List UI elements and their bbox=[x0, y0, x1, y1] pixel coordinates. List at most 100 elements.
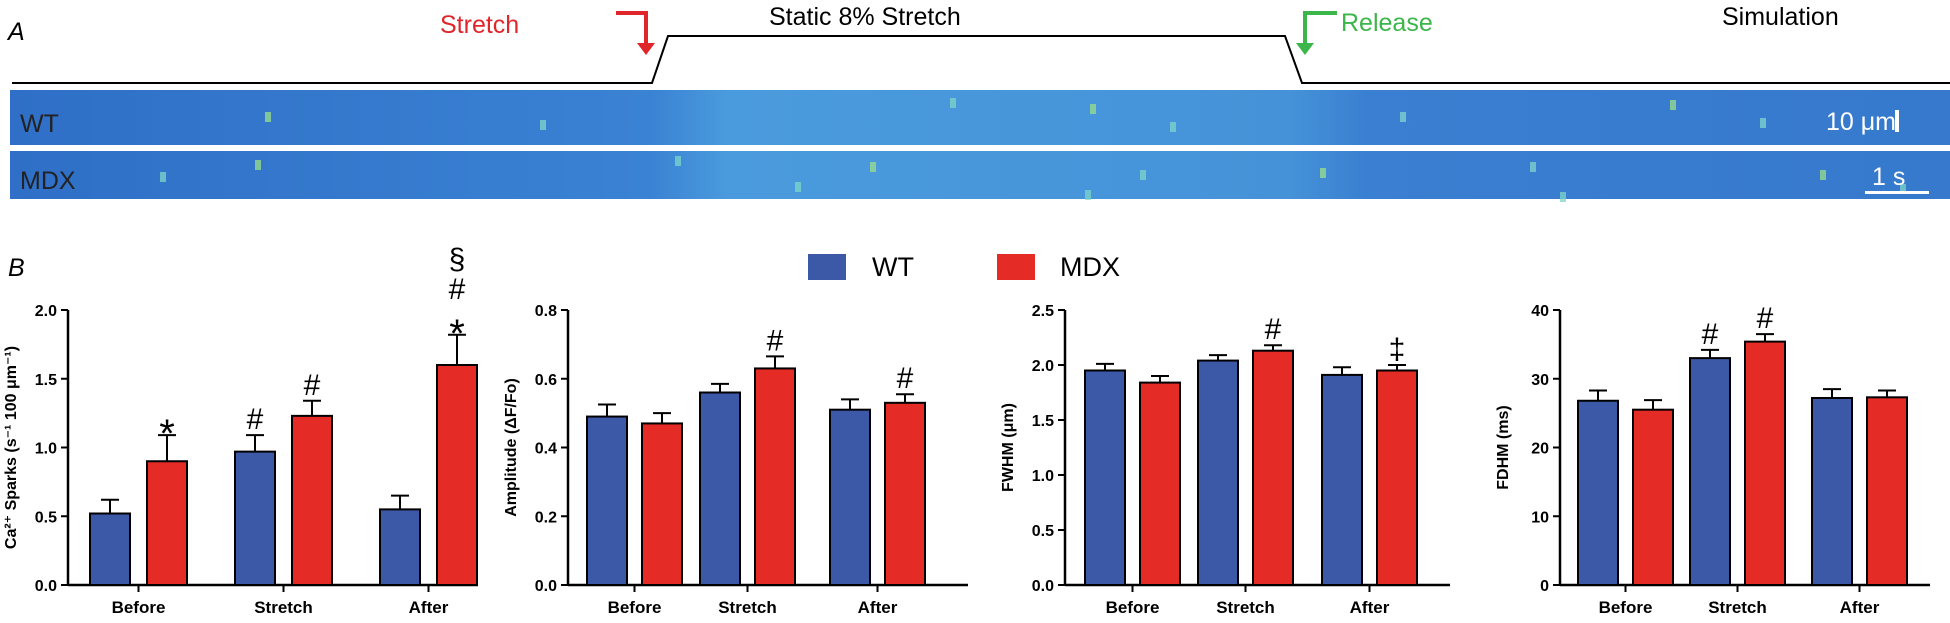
chart-2: 0.0 0.2 0.4 0.6 0.8 Amplitude (ΔF/Fo) Before St… bbox=[503, 303, 968, 617]
bar-wt-stretch bbox=[1689, 357, 1731, 586]
y-axis-label: FDHM (ms) bbox=[1495, 405, 1512, 489]
chart-1: 0.0 0.5 1.0 1.5 2.0 Ca²⁺ Sparks (s⁻¹ 100 μm⁻¹… bbox=[3, 243, 478, 617]
release-arrowhead-icon bbox=[1296, 43, 1314, 55]
category-label: After bbox=[409, 598, 449, 617]
panel-a-letter: A bbox=[6, 18, 25, 46]
spark-mark bbox=[1400, 112, 1406, 122]
spark-mark bbox=[160, 172, 166, 182]
bar-mdx-stretch bbox=[1744, 340, 1786, 586]
significance-mark: * bbox=[449, 312, 465, 356]
spark-mark bbox=[1320, 168, 1326, 178]
significance-mark: # bbox=[767, 324, 784, 357]
y-tick-label: 0.0 bbox=[35, 578, 57, 595]
bar-wt-after bbox=[1321, 373, 1363, 586]
spark-mark bbox=[1085, 190, 1091, 200]
category-label: Before bbox=[608, 598, 662, 617]
spark-mark bbox=[1530, 162, 1536, 172]
category-label: After bbox=[1840, 598, 1880, 617]
bar-mdx-after bbox=[1376, 369, 1418, 586]
significance-mark: # bbox=[897, 362, 914, 395]
spark-mark bbox=[1820, 170, 1826, 180]
y-axis-label: FWHM (μm) bbox=[1000, 403, 1017, 492]
spark-mark bbox=[1760, 118, 1766, 128]
legend-wt-swatch bbox=[808, 254, 846, 280]
spark-mark bbox=[255, 160, 261, 170]
y-tick-label: 0.6 bbox=[535, 372, 557, 389]
bar-mdx-before bbox=[1139, 381, 1181, 586]
release-arrow-icon bbox=[1303, 11, 1337, 45]
significance-mark: * bbox=[159, 412, 175, 456]
y-tick-label: 10 bbox=[1531, 509, 1549, 526]
bar-wt-after bbox=[1811, 397, 1853, 586]
category-label: Before bbox=[1599, 598, 1653, 617]
category-label: Before bbox=[112, 598, 166, 617]
scale-bar-um-label: 10 μm bbox=[1826, 108, 1896, 136]
y-tick-label: 1.0 bbox=[1032, 468, 1054, 485]
trace-mdx-label: MDX bbox=[20, 167, 76, 195]
bar-wt-before bbox=[89, 512, 131, 586]
spark-mark bbox=[1140, 170, 1146, 180]
trace-wt-label: WT bbox=[20, 110, 59, 138]
y-tick-label: 0.2 bbox=[535, 509, 557, 526]
category-label: Stretch bbox=[718, 598, 777, 617]
spark-mark bbox=[540, 120, 546, 130]
significance-mark: # bbox=[449, 273, 466, 306]
spark-mark bbox=[795, 182, 801, 192]
linescan-sparks bbox=[160, 98, 1906, 202]
bar-wt-after bbox=[829, 408, 871, 586]
category-label: After bbox=[858, 598, 898, 617]
significance-mark: # bbox=[1702, 318, 1719, 351]
y-tick-label: 40 bbox=[1531, 303, 1549, 320]
legend-mdx-label: MDX bbox=[1060, 252, 1120, 282]
simulation-label: Simulation bbox=[1722, 3, 1839, 31]
y-tick-label: 0.5 bbox=[1032, 523, 1054, 540]
bar-wt-after bbox=[379, 508, 421, 586]
y-tick-label: 0 bbox=[1540, 578, 1549, 595]
y-tick-label: 0.0 bbox=[1032, 578, 1054, 595]
bar-mdx-stretch bbox=[291, 414, 333, 586]
mdx-linescan-image bbox=[10, 151, 1950, 199]
bar-mdx-after bbox=[436, 364, 478, 586]
y-tick-label: 0.8 bbox=[535, 303, 557, 320]
bar-wt-stretch bbox=[1197, 359, 1239, 586]
category-label: After bbox=[1350, 598, 1390, 617]
y-tick-label: 2.5 bbox=[1032, 303, 1054, 320]
bar-wt-before bbox=[1084, 369, 1126, 586]
spark-mark bbox=[1900, 184, 1906, 194]
spark-mark bbox=[870, 162, 876, 172]
y-tick-label: 0.0 bbox=[535, 578, 557, 595]
bar-wt-stretch bbox=[699, 391, 741, 586]
spark-mark bbox=[1170, 122, 1176, 132]
spark-mark bbox=[1090, 104, 1096, 114]
spark-mark bbox=[1670, 100, 1676, 110]
y-axis-label: Amplitude (ΔF/Fo) bbox=[503, 378, 520, 517]
y-tick-label: 2.0 bbox=[1032, 358, 1054, 375]
wt-linescan-image bbox=[10, 90, 1950, 145]
release-label: Release bbox=[1341, 9, 1433, 37]
category-label: Before bbox=[1106, 598, 1160, 617]
static-stretch-label: Static 8% Stretch bbox=[769, 3, 961, 31]
scale-bar-s-label: 1 s bbox=[1872, 163, 1905, 191]
stretch-protocol-line bbox=[12, 35, 1950, 84]
spark-mark bbox=[1560, 192, 1566, 202]
significance-mark: § bbox=[449, 243, 466, 276]
spark-mark bbox=[675, 156, 681, 166]
y-tick-label: 1.5 bbox=[1032, 413, 1054, 430]
category-label: Stretch bbox=[1708, 598, 1767, 617]
spark-mark bbox=[265, 112, 271, 122]
chart-4: 0 10 20 30 40 FDHM (ms) Before Stretch After # # bbox=[1495, 302, 1930, 617]
scale-bar-s bbox=[1865, 191, 1929, 194]
stretch-label: Stretch bbox=[440, 11, 519, 39]
bar-wt-before bbox=[1577, 399, 1619, 586]
panel-b-letter: B bbox=[8, 254, 25, 282]
legend-mdx-swatch bbox=[997, 254, 1035, 280]
y-tick-label: 1.5 bbox=[35, 372, 57, 389]
bar-charts: 0.0 0.5 1.0 1.5 2.0 Ca²⁺ Sparks (s⁻¹ 100 μm⁻¹… bbox=[3, 243, 1930, 617]
bar-mdx-before bbox=[1632, 408, 1674, 586]
significance-mark: ‡ bbox=[1389, 333, 1406, 366]
stretch-arrowhead-icon bbox=[637, 43, 655, 55]
bar-mdx-after bbox=[884, 401, 926, 586]
bar-mdx-before bbox=[146, 460, 188, 586]
chart-3: 0.0 0.5 1.0 1.5 2.0 2.5 FWHM (μm) Before Stretch… bbox=[1000, 303, 1450, 617]
